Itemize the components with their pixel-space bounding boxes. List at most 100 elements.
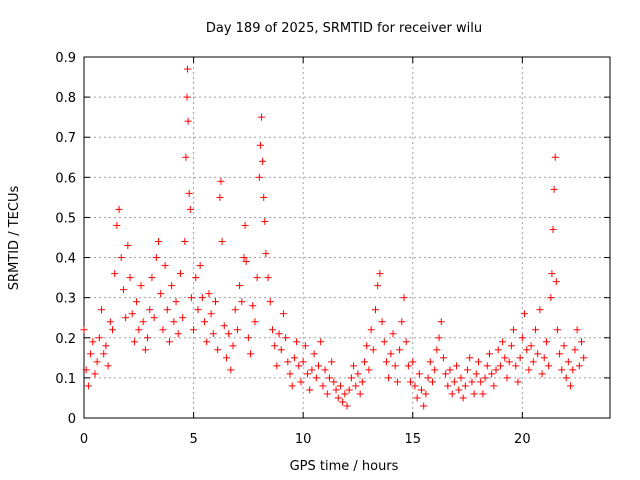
data-point — [363, 342, 371, 350]
data-point — [174, 330, 182, 338]
data-point — [503, 374, 511, 382]
data-point — [409, 358, 417, 366]
data-point — [538, 370, 546, 378]
data-point — [89, 338, 97, 346]
x-tick-label: 10 — [295, 432, 312, 447]
data-point — [218, 238, 226, 246]
data-point — [117, 254, 125, 262]
data-point — [468, 378, 476, 386]
data-point — [273, 362, 281, 370]
x-tick-label: 20 — [514, 432, 531, 447]
y-axis-label: SRMTID / TECUs — [7, 186, 22, 291]
data-point — [549, 225, 557, 233]
data-point — [165, 338, 173, 346]
data-point — [580, 354, 588, 362]
data-point — [494, 346, 502, 354]
data-point — [82, 366, 90, 374]
data-point — [426, 358, 434, 366]
data-point — [354, 370, 362, 378]
data-point — [435, 334, 443, 342]
data-point — [540, 354, 548, 362]
y-tick-label: 0.5 — [55, 211, 76, 226]
y-tick-label: 0.1 — [55, 372, 76, 387]
data-point — [95, 334, 103, 342]
data-point — [339, 398, 347, 406]
data-point — [455, 386, 463, 394]
data-point — [428, 378, 436, 386]
data-point — [236, 282, 244, 290]
data-point — [102, 342, 110, 350]
data-points — [80, 65, 588, 410]
data-point — [310, 350, 318, 358]
data-point — [560, 342, 568, 350]
data-point — [183, 93, 191, 101]
data-point — [209, 330, 217, 338]
data-point — [264, 274, 272, 282]
data-point — [358, 378, 366, 386]
data-point — [531, 326, 539, 334]
data-point — [217, 177, 225, 185]
data-point — [330, 378, 338, 386]
data-point — [529, 358, 537, 366]
data-point — [393, 378, 401, 386]
data-point — [133, 298, 141, 306]
data-point — [407, 378, 415, 386]
data-point — [187, 294, 195, 302]
data-point — [258, 113, 266, 121]
y-tick-label: 0.7 — [55, 131, 76, 146]
data-point — [181, 238, 189, 246]
data-point — [483, 362, 491, 370]
data-point — [262, 250, 270, 258]
data-point — [122, 314, 130, 322]
data-point — [184, 117, 192, 125]
data-point — [521, 310, 529, 318]
data-point — [336, 382, 344, 390]
data-point — [299, 358, 307, 366]
data-point — [564, 358, 572, 366]
data-point — [186, 205, 194, 213]
x-tick-label: 15 — [404, 432, 421, 447]
data-point — [253, 274, 261, 282]
data-point — [413, 394, 421, 402]
data-point — [479, 390, 487, 398]
axis-ticks — [83, 56, 610, 419]
data-point — [442, 370, 450, 378]
data-point — [190, 326, 198, 334]
data-point — [288, 382, 296, 390]
data-point — [461, 382, 469, 390]
data-point — [350, 362, 358, 370]
data-point — [453, 362, 461, 370]
data-point — [172, 298, 180, 306]
data-point — [431, 366, 439, 374]
data-point — [141, 346, 149, 354]
x-axis-label: GPS time / hours — [290, 459, 399, 474]
data-point — [137, 282, 145, 290]
data-point — [126, 274, 134, 282]
data-point — [553, 326, 561, 334]
data-point — [222, 354, 230, 362]
data-point — [341, 390, 349, 398]
data-point — [396, 346, 404, 354]
data-point — [352, 382, 360, 390]
y-tick-label: 0 — [68, 412, 76, 427]
data-point — [437, 318, 445, 326]
y-tick-label: 0.8 — [55, 91, 76, 106]
data-point — [319, 382, 327, 390]
data-point — [523, 346, 531, 354]
data-point — [446, 366, 454, 374]
data-point — [356, 390, 364, 398]
data-point — [400, 294, 408, 302]
data-point — [556, 350, 564, 358]
data-point — [439, 354, 447, 362]
data-point — [387, 350, 395, 358]
data-point — [389, 330, 397, 338]
data-point — [444, 382, 452, 390]
data-point — [227, 366, 235, 374]
data-point — [542, 338, 550, 346]
y-tick-label: 0.2 — [55, 332, 76, 347]
data-point — [251, 318, 259, 326]
data-point — [144, 334, 152, 342]
data-point — [573, 326, 581, 334]
data-point — [87, 350, 95, 358]
